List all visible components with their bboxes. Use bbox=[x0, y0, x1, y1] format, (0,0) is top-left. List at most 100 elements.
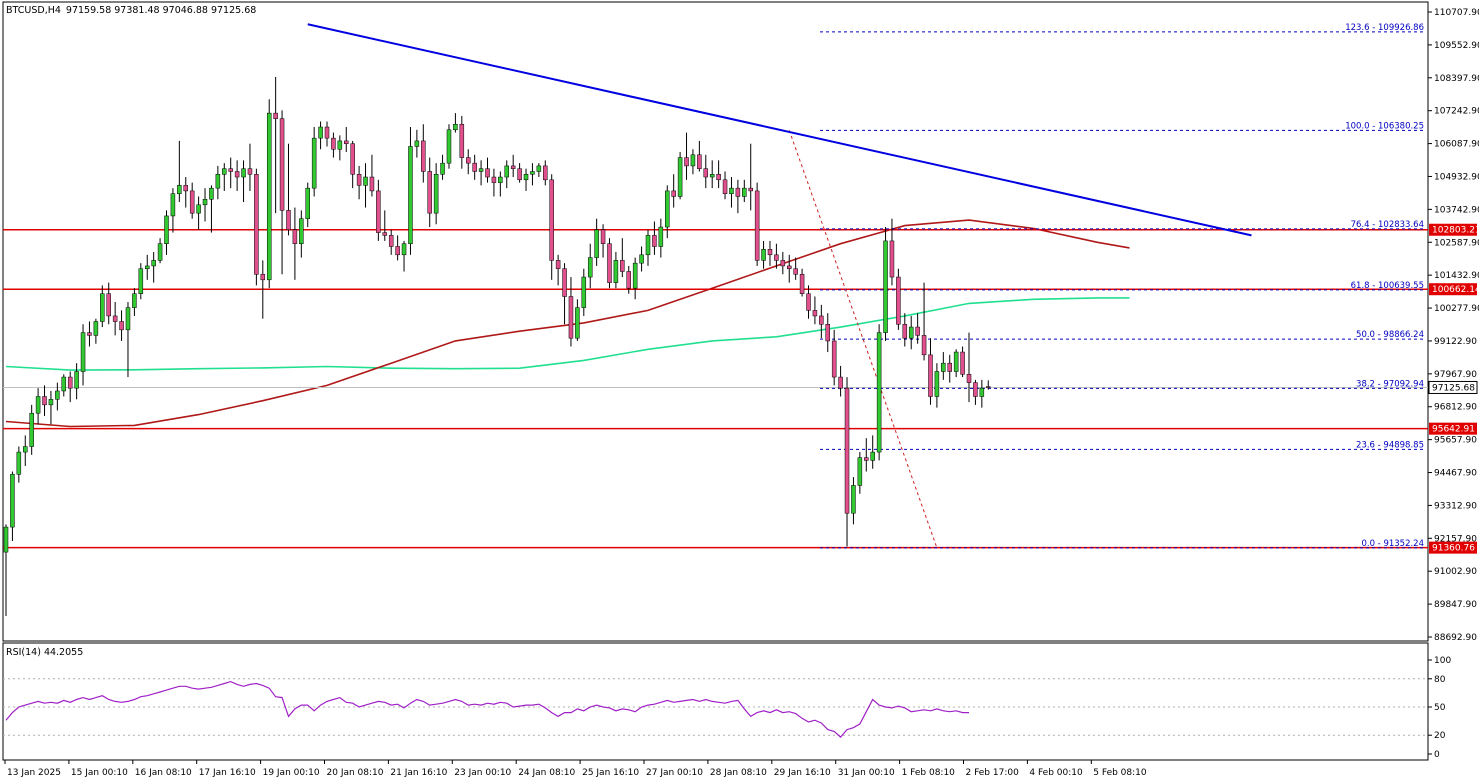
candle-body bbox=[459, 123, 465, 158]
candle-body bbox=[665, 190, 670, 228]
candle-body bbox=[10, 474, 15, 528]
time-tick-label: 5 Feb 08:10 bbox=[1093, 768, 1147, 778]
fib-level-label: 100.0 - 106380.25 bbox=[1345, 121, 1424, 131]
price-tick-label: 99122.90 bbox=[1434, 337, 1477, 347]
candle-body bbox=[112, 315, 118, 322]
current-price-box bbox=[1428, 380, 1478, 394]
fib-diagonal-line bbox=[788, 130, 938, 549]
candle-body bbox=[202, 199, 208, 206]
fib-level-label: 23.6 - 94898.85 bbox=[1356, 440, 1424, 450]
fib-level-label: 0.0 - 91352.24 bbox=[1361, 539, 1424, 549]
candle-body bbox=[170, 193, 176, 217]
candle-body bbox=[408, 146, 413, 244]
rsi-tick-label: 50 bbox=[1434, 703, 1446, 713]
candle-body bbox=[93, 321, 99, 336]
candle-body bbox=[433, 174, 439, 214]
candle-body bbox=[491, 176, 497, 183]
candle-body bbox=[620, 260, 625, 272]
candle-body bbox=[613, 260, 619, 283]
candle-body bbox=[350, 143, 355, 175]
price-axis: 110707.90 109552.90 108397.90 107242.90 1060… bbox=[1428, 8, 1479, 760]
candle-body bbox=[228, 168, 233, 172]
candle-body bbox=[902, 324, 908, 339]
candle-body bbox=[144, 265, 150, 269]
time-tick-label: 24 Jan 08:10 bbox=[518, 768, 575, 778]
candle-body bbox=[67, 376, 73, 389]
ma-slow-line bbox=[5, 219, 1130, 428]
current-price-text: 97125.68 bbox=[1432, 383, 1475, 393]
candle-body bbox=[453, 123, 458, 131]
fib-level-label: 76.4 - 102833.64 bbox=[1351, 220, 1424, 230]
candle-body bbox=[119, 321, 124, 331]
candle-body bbox=[279, 118, 285, 211]
candle-body bbox=[632, 262, 638, 289]
candle-body bbox=[774, 254, 779, 261]
price-tick-label: 97967.90 bbox=[1434, 370, 1477, 380]
candle-body bbox=[48, 399, 54, 406]
candle-body bbox=[767, 249, 773, 256]
candle-body bbox=[427, 171, 432, 214]
candle-body bbox=[331, 137, 336, 150]
candle-body bbox=[478, 168, 484, 172]
candle-body bbox=[870, 451, 875, 461]
candle-body bbox=[838, 376, 843, 389]
candle-body bbox=[363, 176, 368, 186]
candle-body bbox=[754, 190, 760, 261]
candle-body bbox=[652, 235, 657, 247]
candle-body bbox=[74, 371, 79, 389]
price-tick-label: 109552.90 bbox=[1434, 41, 1479, 51]
candle-body bbox=[35, 396, 41, 414]
rsi-tick-label: 100 bbox=[1434, 656, 1451, 666]
candle-body bbox=[536, 165, 542, 172]
symbol-header: BTCUSD,H4 97159.58 97381.48 97046.88 9712… bbox=[6, 5, 256, 16]
candle-body bbox=[177, 185, 182, 194]
candle-body bbox=[934, 371, 940, 397]
candle-body bbox=[684, 157, 689, 167]
candle-body bbox=[510, 165, 516, 169]
time-tick-label: 27 Jan 00:10 bbox=[646, 768, 703, 778]
candle-body bbox=[825, 324, 831, 342]
candles bbox=[3, 77, 991, 616]
candle-body bbox=[472, 162, 477, 172]
candle-body bbox=[786, 265, 792, 269]
price-tick-label: 91002.90 bbox=[1434, 567, 1477, 577]
moving-averages bbox=[5, 219, 1130, 428]
candle-body bbox=[504, 165, 510, 178]
rsi-tick-label: 0 bbox=[1434, 750, 1440, 760]
candle-body bbox=[575, 307, 580, 339]
trendline-line bbox=[307, 23, 1252, 237]
candle-body bbox=[517, 168, 522, 181]
price-tick-label: 100277.90 bbox=[1434, 304, 1479, 314]
candle-body bbox=[722, 179, 728, 194]
horizontal-lines bbox=[3, 228, 1428, 549]
candle-body bbox=[748, 187, 753, 192]
candle-body bbox=[562, 268, 567, 297]
candle-body bbox=[555, 260, 561, 269]
candle-body bbox=[286, 210, 291, 231]
candle-body bbox=[414, 140, 420, 147]
candle-body bbox=[671, 190, 676, 197]
candle-body bbox=[260, 274, 266, 281]
candle-body bbox=[703, 168, 709, 178]
candle-body bbox=[587, 257, 593, 278]
price-tick-label: 104932.90 bbox=[1434, 172, 1479, 182]
rsi-line bbox=[5, 680, 969, 738]
candle-body bbox=[645, 235, 651, 256]
candle-body bbox=[896, 276, 901, 325]
time-tick-label: 4 Feb 00:10 bbox=[1029, 768, 1083, 778]
fib-level-label: 50.0 - 98866.24 bbox=[1356, 330, 1424, 340]
candle-body bbox=[446, 129, 452, 164]
main-chart-panel[interactable] bbox=[2, 1, 1429, 642]
candle-body bbox=[125, 307, 131, 331]
candle-body bbox=[889, 240, 895, 278]
candle-body bbox=[222, 168, 227, 175]
price-tick-label: 101432.90 bbox=[1434, 271, 1479, 281]
candle-body bbox=[883, 240, 888, 333]
price-tick-label: 106087.90 bbox=[1434, 140, 1479, 150]
price-tags: 102803.21 100662.14 95642.91 91360.76 97125.… bbox=[1428, 223, 1479, 554]
candle-body bbox=[337, 140, 343, 150]
candle-body bbox=[831, 340, 837, 378]
candle-body bbox=[42, 396, 47, 406]
price-tag-text: 95642.91 bbox=[1432, 425, 1475, 435]
